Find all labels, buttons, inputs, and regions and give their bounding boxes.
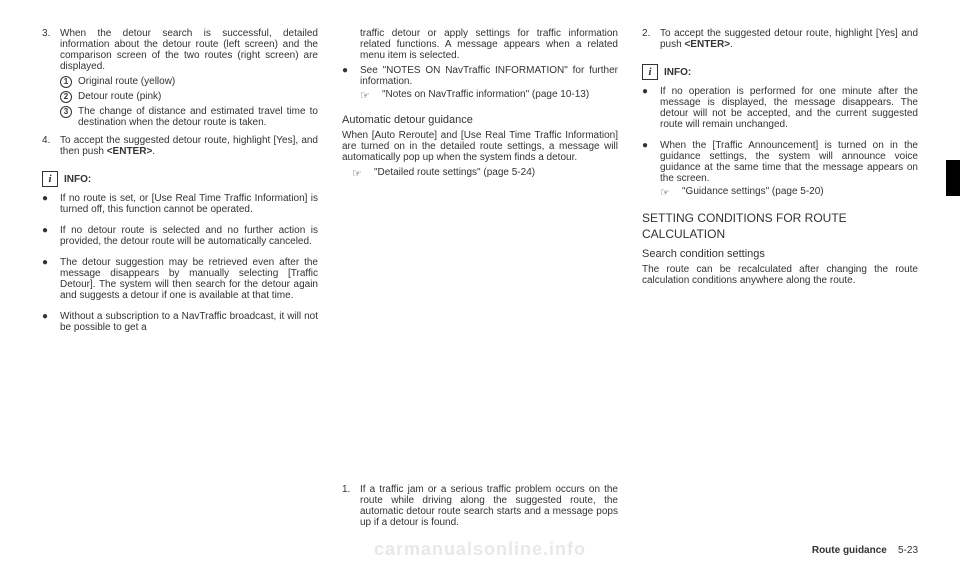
bullet-item: ● If no operation is performed for one m… [642,86,918,130]
bullet-text: If no operation is performed for one min… [660,86,918,130]
reference-item: ☞ "Detailed route settings" (page 5-24) [342,167,618,180]
info-heading: i INFO: [42,171,318,187]
pointer-icon: ☞ [660,186,682,199]
item-text: When the detour search is successful, de… [60,28,318,72]
sublist-text: The change of distance and estimated tra… [78,106,318,128]
bullet-text: The detour suggestion may be retrieved e… [60,257,318,301]
item-number: 3. [42,28,60,72]
item-number: 1. [342,484,360,528]
item-text: To accept the suggested detour route, hi… [60,135,318,157]
reference-text: "Guidance settings" (page 5-20) [682,186,918,199]
bullet-icon: ● [42,193,60,215]
sublist-item-2: 2 Detour route (pink) [42,91,318,103]
info-label: INFO: [664,67,691,78]
column-1: 3. When the detour search is successful,… [42,28,318,528]
item-number: 4. [42,135,60,157]
sublist-text: Detour route (pink) [78,91,318,103]
bullet-item: ● When the [Traffic Announcement] is tur… [642,140,918,184]
section-heading: SETTING CONDITIONS FOR ROUTE CALCULATION [642,211,918,242]
bullet-text: If no route is set, or [Use Real Time Tr… [60,193,318,215]
paragraph: When [Auto Reroute] and [Use Real Time T… [342,130,618,163]
continuation-text: traffic detour or apply settings for tra… [342,28,618,61]
reference-text: "Notes on NavTraffic information" (page … [382,89,618,102]
section-tab [946,160,960,196]
reference-text: "Detailed route settings" (page 5-24) [374,167,618,180]
bullet-text: If no detour route is selected and no fu… [60,225,318,247]
circled-number: 3 [60,106,78,128]
sublist-item-1: 1 Original route (yellow) [42,76,318,88]
bullet-text: See "NOTES ON NavTraffic INFORMATION" fo… [360,65,618,87]
list-item-1: 1. If a traffic jam or a serious traffic… [342,484,618,528]
bullet-text: Without a subscription to a NavTraffic b… [60,311,318,333]
info-icon: i [642,64,658,80]
page-number: 5-23 [898,545,918,556]
sublist-text: Original route (yellow) [78,76,318,88]
bullet-item: ● If no detour route is selected and no … [42,225,318,247]
watermark: carmanualsonline.info [374,539,586,560]
subheading: Automatic detour guidance [342,114,618,126]
footer-section: Route guidance [812,545,887,556]
pointer-icon: ☞ [352,167,374,180]
list-item-3: 3. When the detour search is successful,… [42,28,318,72]
bullet-item: ● Without a subscription to a NavTraffic… [42,311,318,333]
list-item-4: 4. To accept the suggested detour route,… [42,135,318,157]
reference-item: ☞ "Guidance settings" (page 5-20) [642,186,918,199]
bullet-icon: ● [342,65,360,87]
paragraph: The route can be recalculated after chan… [642,264,918,286]
bullet-icon: ● [42,225,60,247]
column-3: 2. To accept the suggested detour route,… [642,28,918,528]
reference-item: ☞ "Notes on NavTraffic information" (pag… [342,89,618,102]
bullet-icon: ● [642,140,660,184]
subsection-heading: Search condition settings [642,248,918,260]
bullet-icon: ● [42,311,60,333]
item-text: If a traffic jam or a serious traffic pr… [360,484,618,528]
info-heading: i INFO: [642,64,918,80]
info-label: INFO: [64,174,91,185]
sublist-item-3: 3 The change of distance and estimated t… [42,106,318,128]
bullet-item: ● See "NOTES ON NavTraffic INFORMATION" … [342,65,618,87]
column-2: traffic detour or apply settings for tra… [342,28,618,528]
bullet-item: ● If no route is set, or [Use Real Time … [42,193,318,215]
list-item-2: 2. To accept the suggested detour route,… [642,28,918,50]
bullet-icon: ● [42,257,60,301]
bullet-icon: ● [642,86,660,130]
item-number: 2. [642,28,660,50]
circled-number: 2 [60,91,78,103]
info-icon: i [42,171,58,187]
bullet-text: When the [Traffic Announcement] is turne… [660,140,918,184]
bullet-item: ● The detour suggestion may be retrieved… [42,257,318,301]
item-text: To accept the suggested detour route, hi… [660,28,918,50]
circled-number: 1 [60,76,78,88]
pointer-icon: ☞ [360,89,382,102]
page-footer: Route guidance 5-23 [812,545,918,556]
